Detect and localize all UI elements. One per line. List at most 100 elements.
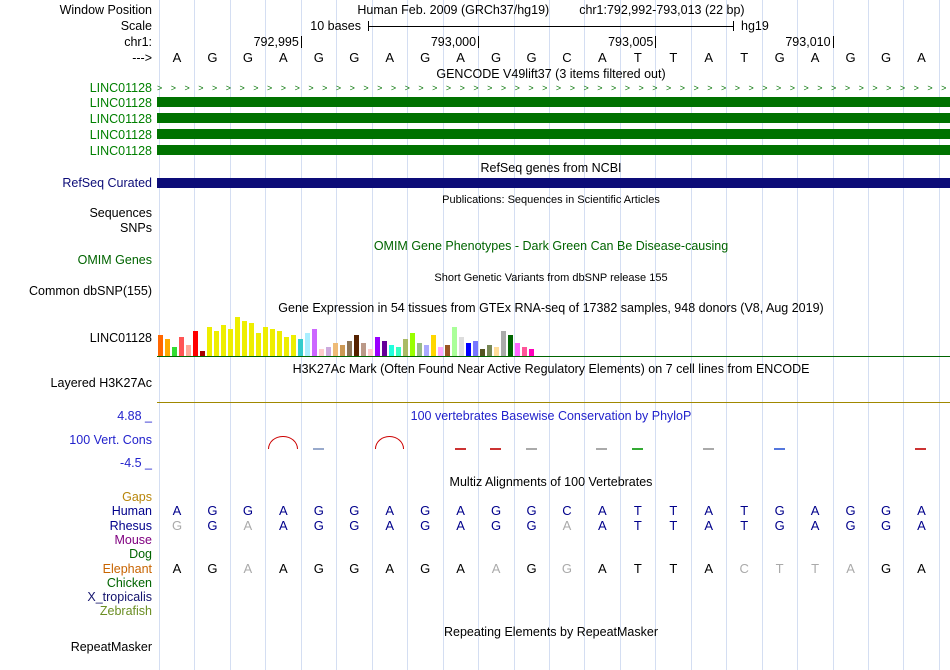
gtex-tissue-bar[interactable] <box>256 333 261 357</box>
sequence-base: G <box>313 518 324 533</box>
gtex-tissue-bar[interactable] <box>326 347 331 357</box>
gtex-tissue-bar[interactable] <box>452 327 457 357</box>
refseq-curated-label[interactable]: RefSeq Curated <box>62 176 152 190</box>
gtex-tissue-bar[interactable] <box>431 335 436 357</box>
gtex-tissue-bar[interactable] <box>235 317 240 357</box>
gtex-tissue-bar[interactable] <box>445 345 450 357</box>
gtex-tissue-bar[interactable] <box>480 349 485 357</box>
gtex-tissue-bar[interactable] <box>200 351 205 357</box>
sequence-base: A <box>172 50 182 65</box>
sequence-base: G <box>526 50 537 65</box>
conservation-track-label[interactable]: 100 Vert. Cons <box>69 433 152 447</box>
gtex-tissue-bar[interactable] <box>424 345 429 357</box>
multiz-species-label[interactable]: Human <box>111 504 152 518</box>
gtex-tissue-bar[interactable] <box>319 349 324 357</box>
gtex-tissue-bar[interactable] <box>165 339 170 357</box>
multiz-alignment: Gaps Human A G G A G G A G A G G C A T T A T G A G G A Rhesus G G A… <box>0 490 950 620</box>
gtex-tissue-bar[interactable] <box>312 329 317 357</box>
gtex-tissue-bar[interactable] <box>473 341 478 357</box>
sequence-base: A <box>456 518 465 533</box>
gtex-tissue-bar[interactable] <box>382 341 387 357</box>
gtex-tissue-bar[interactable] <box>522 347 527 357</box>
gtex-gene-label[interactable]: LINC01128 <box>89 331 152 345</box>
h3k27ac-track-label[interactable]: Layered H3K27Ac <box>50 376 152 390</box>
repeatmasker-track-label[interactable]: RepeatMasker <box>70 640 152 654</box>
sequences-track-label[interactable]: Sequences <box>89 206 152 220</box>
gtex-tissue-bar[interactable] <box>179 337 184 357</box>
sequence-base: A <box>172 561 182 576</box>
multiz-species-label[interactable]: Gaps <box>122 490 152 504</box>
gtex-tissue-bar[interactable] <box>298 339 303 357</box>
gtex-tissue-bar[interactable] <box>368 349 373 357</box>
gtex-tissue-bar[interactable] <box>158 335 163 357</box>
gtex-tissue-bar[interactable] <box>277 331 282 357</box>
gtex-tissue-bar[interactable] <box>291 335 296 357</box>
gtex-tissue-bar[interactable] <box>375 337 380 357</box>
gtex-tissue-bar[interactable] <box>221 325 226 357</box>
gtex-tissue-bar[interactable] <box>410 333 415 357</box>
gtex-tissue-bar[interactable] <box>228 329 233 357</box>
gtex-tissue-bar[interactable] <box>361 343 366 357</box>
gtex-tissue-bar[interactable] <box>333 343 338 357</box>
gtex-tissue-bar[interactable] <box>249 323 254 357</box>
gtex-tissue-bar[interactable] <box>347 341 352 357</box>
gencode-gene-label[interactable]: LINC01128 <box>89 96 152 110</box>
gencode-transcript-bar[interactable] <box>157 113 950 123</box>
gtex-tissue-bar[interactable] <box>508 335 513 357</box>
gencode-gene-label[interactable]: LINC01128 <box>89 144 152 158</box>
gtex-tissue-bar[interactable] <box>403 339 408 357</box>
snps-track-label[interactable]: SNPs <box>120 221 152 235</box>
sequence-base: A <box>279 561 288 576</box>
scale-bar-label: 10 bases <box>310 19 361 33</box>
multiz-species-label[interactable]: Zebrafish <box>99 604 152 618</box>
gtex-tissue-bar[interactable] <box>207 327 212 357</box>
multiz-species-label[interactable]: Chicken <box>106 576 152 590</box>
gencode-transcript-bar[interactable] <box>157 129 950 139</box>
sequence-base: G <box>526 561 537 576</box>
gtex-tissue-bar[interactable] <box>459 337 464 357</box>
gtex-tissue-bar[interactable] <box>305 333 310 357</box>
gtex-expression-chart <box>0 316 950 357</box>
refseq-transcript-bar[interactable] <box>157 178 950 188</box>
gtex-tissue-bar[interactable] <box>389 345 394 357</box>
gencode-intron-arrows[interactable]: > > > > > > > > > > > > > > > > > > > > … <box>157 83 950 93</box>
conservation-mark <box>490 448 502 450</box>
gencode-transcript-bar[interactable] <box>157 97 950 107</box>
gtex-tissue-bar[interactable] <box>487 345 492 357</box>
gtex-tissue-bar[interactable] <box>529 349 534 357</box>
grid-line <box>690 0 692 670</box>
gtex-tissue-bar[interactable] <box>438 347 443 357</box>
sequence-base: A <box>704 561 714 576</box>
gtex-tissue-bar[interactable] <box>340 345 345 357</box>
gencode-gene-label[interactable]: LINC01128 <box>89 112 152 126</box>
omim-genes-label[interactable]: OMIM Genes <box>77 253 152 267</box>
multiz-species-label[interactable]: Rhesus <box>109 519 152 533</box>
gencode-gene-label[interactable]: LINC01128 <box>89 81 152 95</box>
gtex-tissue-bar[interactable] <box>214 331 219 357</box>
gtex-tissue-bar[interactable] <box>466 343 471 357</box>
multiz-species-label[interactable]: Mouse <box>114 533 152 547</box>
gencode-gene-label[interactable]: LINC01128 <box>89 128 152 142</box>
gtex-tissue-bar[interactable] <box>263 327 268 357</box>
gtex-tissue-bar[interactable] <box>270 329 275 357</box>
gtex-tissue-bar[interactable] <box>186 345 191 357</box>
gtex-tissue-bar[interactable] <box>515 343 520 357</box>
gtex-tissue-bar[interactable] <box>284 337 289 357</box>
gtex-tissue-bar[interactable] <box>494 347 499 357</box>
gtex-tissue-bar[interactable] <box>417 343 422 357</box>
gtex-tissue-bar[interactable] <box>396 347 401 357</box>
multiz-species-label[interactable]: Dog <box>129 547 152 561</box>
gtex-tissue-bar[interactable] <box>172 347 177 357</box>
gtex-tissue-bar[interactable] <box>193 331 198 357</box>
position-ruler[interactable]: 792,995 793,000 793,005 793,010 <box>157 33 950 49</box>
gencode-transcript-bar[interactable] <box>157 145 950 155</box>
grid-line <box>797 0 799 670</box>
grid-line <box>548 0 550 670</box>
gtex-tissue-bar[interactable] <box>354 335 359 357</box>
multiz-species-label[interactable]: Elephant <box>102 562 152 576</box>
multiz-species-label[interactable]: X_tropicalis <box>87 590 152 604</box>
gtex-tissue-bar[interactable] <box>501 331 506 357</box>
gtex-tissue-bar[interactable] <box>242 321 247 357</box>
dbsnp-track-label[interactable]: Common dbSNP(155) <box>29 284 152 298</box>
